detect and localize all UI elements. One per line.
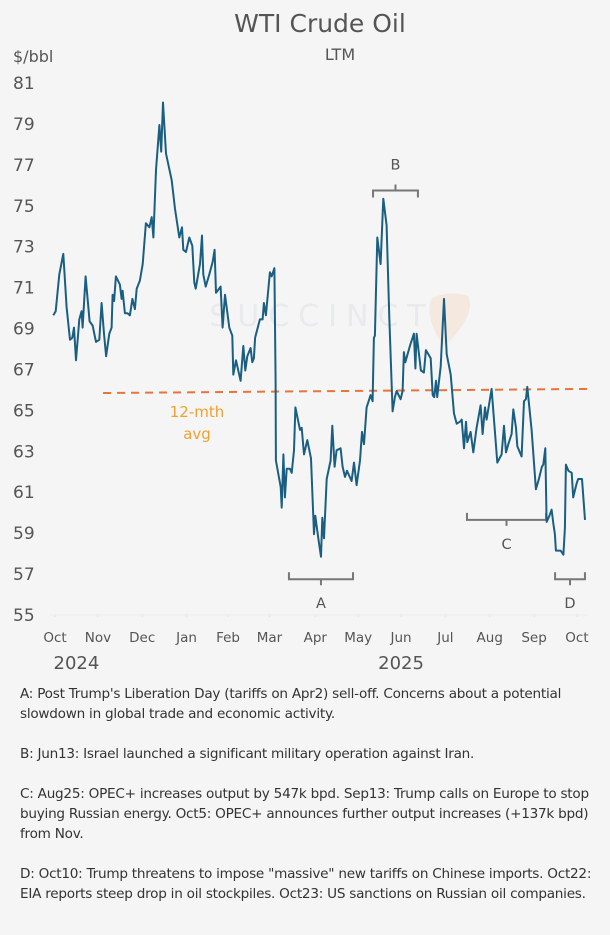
y-axis-label: $/bbl — [13, 47, 53, 66]
annotation-bracket-b — [372, 184, 419, 198]
annotation-label: D — [564, 596, 575, 612]
x-tick-label: Jul — [436, 630, 453, 646]
y-tick-label: 59 — [13, 524, 35, 544]
avg-label: 12-mth — [170, 403, 225, 421]
x-tick-label: Nov — [85, 630, 111, 646]
x-tick-label: Jun — [390, 630, 412, 646]
y-tick-label: 67 — [13, 360, 35, 380]
y-tick-label: 63 — [13, 442, 35, 462]
chart-subtitle: LTM — [325, 45, 355, 64]
y-tick-label: 57 — [13, 565, 35, 585]
series-line-wti — [52, 101, 586, 558]
y-tick-label: 71 — [13, 279, 35, 299]
y-tick-label: 79 — [13, 115, 35, 135]
y-tick-label: 69 — [13, 320, 35, 340]
note-b: B: Jun13: Israel launched a significant … — [20, 746, 475, 762]
chart-title: WTI Crude Oil — [234, 9, 406, 38]
y-tick-label: 61 — [13, 483, 35, 503]
x-tick-label: Aug — [477, 630, 503, 646]
year-label: 2025 — [378, 653, 424, 674]
y-tick-label: 65 — [13, 401, 35, 421]
x-tick-label: Oct — [565, 630, 588, 646]
svg-text:SUCCINCT: SUCCINCT — [209, 299, 434, 334]
y-tick-label: 55 — [13, 606, 35, 626]
x-tick-label: Feb — [216, 630, 240, 646]
wti-chart: WTI Crude Oil LTM $/bbl SUCCINCT 55 57 59 6… — [13, 9, 589, 674]
note-c: C: Aug25: OPEC+ increases output by 547k… — [20, 786, 589, 842]
x-tick-label: May — [344, 630, 372, 646]
x-tick-label: Dec — [129, 630, 155, 646]
x-tick-label: Jan — [175, 630, 197, 646]
logo-icon — [429, 293, 470, 346]
succinct-watermark: SUCCINCT — [209, 293, 470, 346]
annotation-label: A — [316, 596, 326, 612]
avg-reference-line — [103, 387, 587, 395]
y-tick-label: 75 — [13, 197, 35, 217]
annotation-label: B — [391, 157, 401, 173]
annotation-bracket-a — [287, 572, 355, 586]
y-tick-label: 81 — [13, 74, 35, 94]
x-tick-label: Apr — [304, 630, 328, 646]
note-a: A: Post Trump's Liberation Day (tariffs … — [20, 686, 562, 722]
year-label: 2024 — [54, 653, 100, 674]
x-tick-label: Sep — [521, 630, 546, 646]
x-tick-label: Mar — [257, 630, 283, 646]
annotation-bracket-d — [554, 572, 586, 586]
annotation-label: C — [501, 537, 511, 553]
annotation-notes: A: Post Trump's Liberation Day (tariffs … — [20, 684, 605, 924]
x-tick-label: Oct — [43, 630, 66, 646]
y-tick-label: 77 — [13, 156, 35, 176]
avg-label: avg — [183, 425, 211, 443]
note-d: D: Oct10: Trump threatens to impose "mas… — [20, 866, 592, 902]
annotation-bracket-c — [465, 512, 548, 526]
y-tick-label: 73 — [13, 238, 35, 258]
